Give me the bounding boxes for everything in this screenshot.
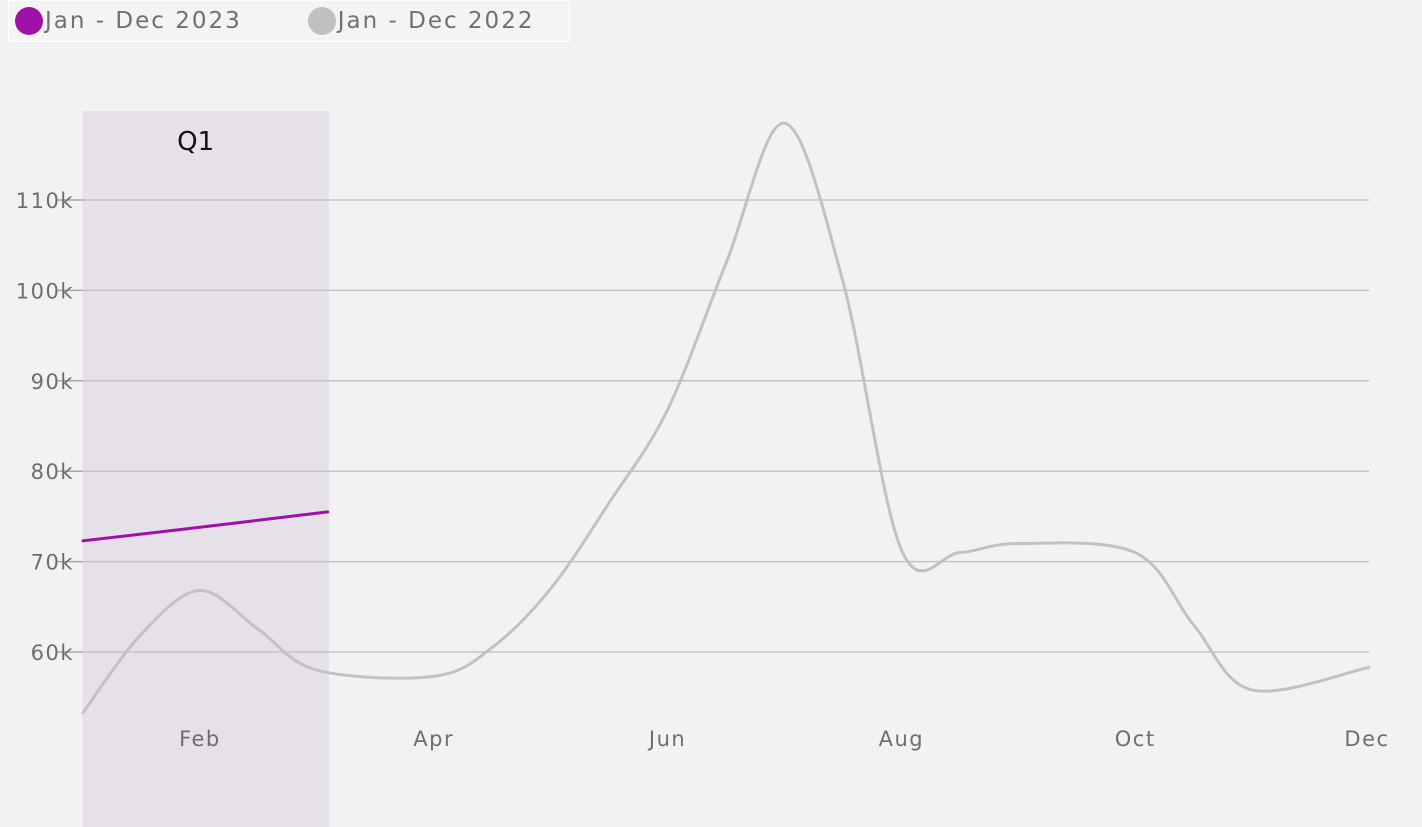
x-tick-label-oct: Oct <box>1115 727 1156 751</box>
legend-item-2023[interactable]: Jan - Dec 2023 <box>15 7 242 35</box>
x-tick-label-dec: Dec <box>1344 727 1389 751</box>
chart-legend: Jan - Dec 2023 Jan - Dec 2022 <box>8 0 570 42</box>
y-tick-label-70k: 70k <box>31 551 74 575</box>
x-tick-label-apr: Apr <box>413 727 454 751</box>
y-tick-label-60k: 60k <box>31 641 74 665</box>
q1-band-label: Q1 <box>177 127 214 157</box>
x-tick-label-jun: Jun <box>647 727 686 751</box>
series-line-2022 <box>81 121 1371 715</box>
x-tick-label-aug: Aug <box>879 727 925 751</box>
legend-label-2023: Jan - Dec 2023 <box>45 8 242 34</box>
y-tick-label-80k: 80k <box>31 460 74 484</box>
y-tick-label-90k: 90k <box>31 370 74 394</box>
legend-swatch-2023 <box>15 7 43 35</box>
legend-label-2022: Jan - Dec 2022 <box>337 8 535 34</box>
legend-swatch-2022 <box>307 7 336 35</box>
x-tick-label-feb: Feb <box>179 727 221 751</box>
q1-band <box>82 111 329 827</box>
series-line-2023 <box>81 510 330 543</box>
y-tick-label-100k: 100k <box>16 279 74 303</box>
legend-item-2022[interactable]: Jan - Dec 2022 <box>307 7 535 35</box>
y-tick-label-110k: 110k <box>16 189 74 213</box>
